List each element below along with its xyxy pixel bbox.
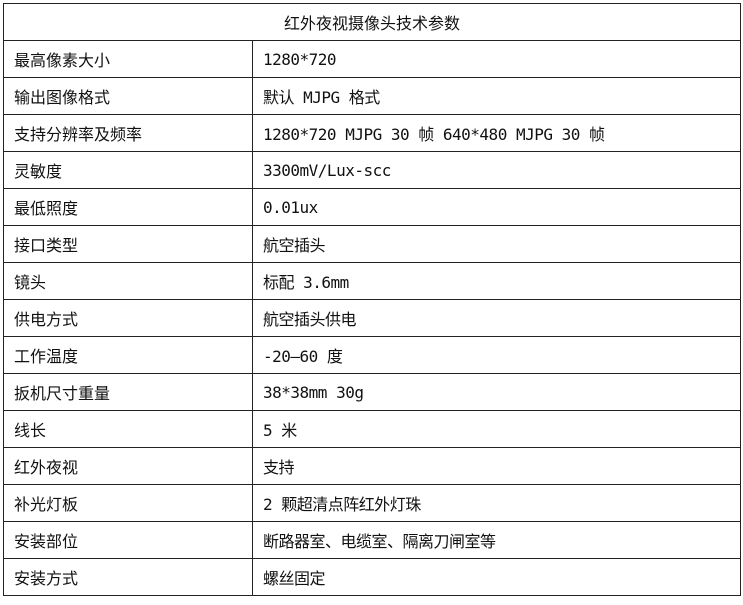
param-label: 镜头 [3, 262, 253, 300]
param-value: -20—60 度 [252, 336, 741, 374]
table-row: 镜头 标配 3.6mm [3, 262, 741, 300]
param-value: 航空插头供电 [252, 299, 741, 337]
param-label: 接口类型 [3, 225, 253, 263]
param-label: 支持分辨率及频率 [3, 114, 253, 152]
table-row: 线长 5 米 [3, 410, 741, 448]
table-row: 灵敏度 3300mV/Lux-scc [3, 151, 741, 189]
param-label: 灵敏度 [3, 151, 253, 189]
table-title: 红外夜视摄像头技术参数 [3, 3, 741, 41]
param-label: 安装方式 [3, 558, 253, 596]
param-label: 工作温度 [3, 336, 253, 374]
param-label: 红外夜视 [3, 447, 253, 485]
param-value: 2 颗超清点阵红外灯珠 [252, 484, 741, 522]
param-value: 3300mV/Lux-scc [252, 151, 741, 189]
table-row: 安装部位 断路器室、电缆室、隔离刀闸室等 [3, 521, 741, 559]
param-value: 1280*720 MJPG 30 帧 640*480 MJPG 30 帧 [252, 114, 741, 152]
param-label: 安装部位 [3, 521, 253, 559]
param-label: 供电方式 [3, 299, 253, 337]
param-value: 标配 3.6mm [252, 262, 741, 300]
table-row: 接口类型 航空插头 [3, 225, 741, 263]
table-row: 供电方式 航空插头供电 [3, 299, 741, 337]
param-label: 最高像素大小 [3, 40, 253, 78]
param-value: 航空插头 [252, 225, 741, 263]
param-value: 5 米 [252, 410, 741, 448]
table-row: 工作温度 -20—60 度 [3, 336, 741, 374]
table-row: 扳机尺寸重量 38*38mm 30g [3, 373, 741, 411]
table-row: 支持分辨率及频率 1280*720 MJPG 30 帧 640*480 MJPG … [3, 114, 741, 152]
param-label: 补光灯板 [3, 484, 253, 522]
param-value: 断路器室、电缆室、隔离刀闸室等 [252, 521, 741, 559]
table-row: 红外夜视 支持 [3, 447, 741, 485]
param-value: 支持 [252, 447, 741, 485]
param-value: 螺丝固定 [252, 558, 741, 596]
spec-table: 红外夜视摄像头技术参数 最高像素大小 1280*720 输出图像格式 默认 MJPG … [3, 3, 741, 596]
table-row: 输出图像格式 默认 MJPG 格式 [3, 77, 741, 115]
param-label: 扳机尺寸重量 [3, 373, 253, 411]
param-value: 0.01ux [252, 188, 741, 226]
table-row: 最高像素大小 1280*720 [3, 40, 741, 78]
table-row: 安装方式 螺丝固定 [3, 558, 741, 596]
param-value: 1280*720 [252, 40, 741, 78]
param-value: 38*38mm 30g [252, 373, 741, 411]
table-title-row: 红外夜视摄像头技术参数 [3, 3, 741, 41]
table-row: 最低照度 0.01ux [3, 188, 741, 226]
param-label: 最低照度 [3, 188, 253, 226]
param-label: 输出图像格式 [3, 77, 253, 115]
table-row: 补光灯板 2 颗超清点阵红外灯珠 [3, 484, 741, 522]
param-value: 默认 MJPG 格式 [252, 77, 741, 115]
param-label: 线长 [3, 410, 253, 448]
